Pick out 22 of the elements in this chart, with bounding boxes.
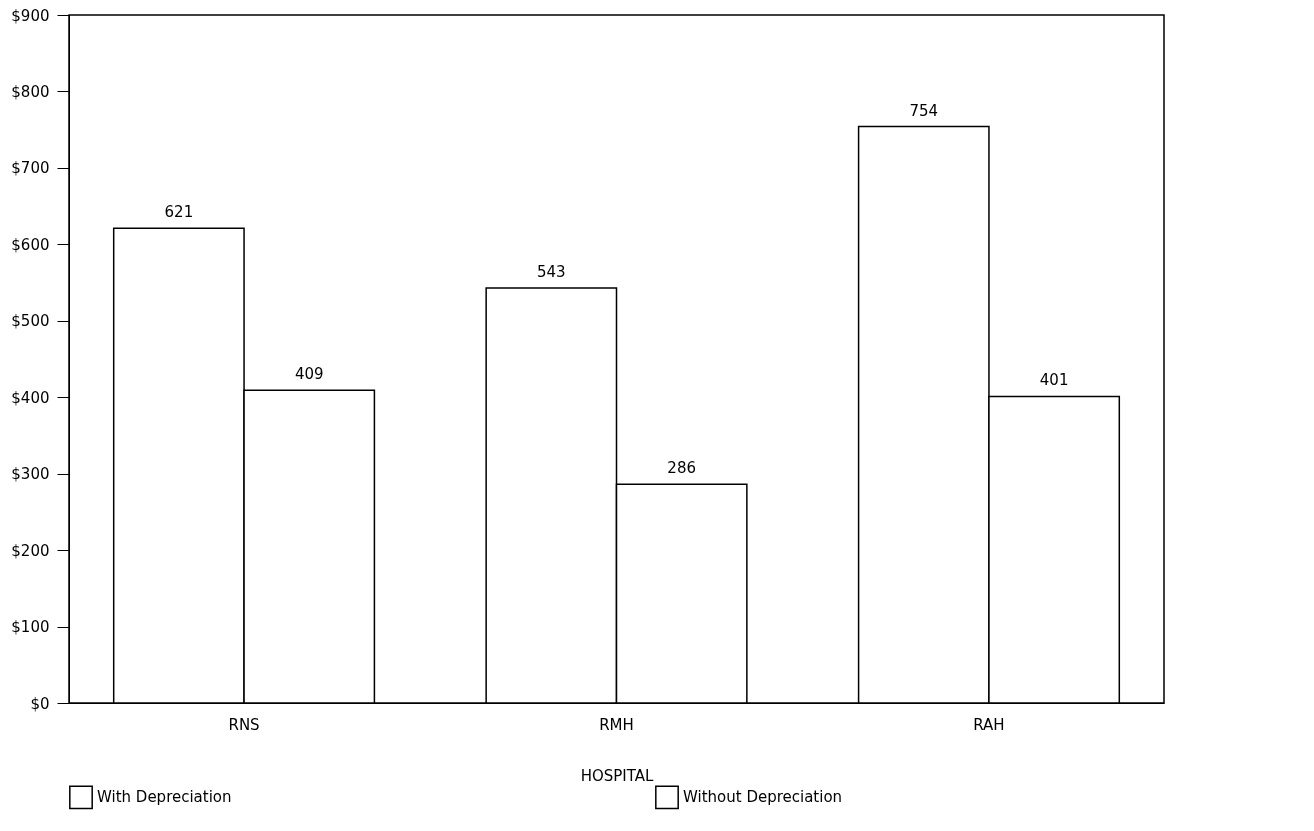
y-tick-label: $900 — [11, 6, 50, 25]
y-tick-label: $200 — [11, 541, 50, 560]
y-tick-label: $700 — [11, 159, 50, 178]
y-tick-label: $500 — [11, 312, 50, 331]
x-axis-title: HOSPITAL — [580, 766, 654, 785]
y-tick-label: $300 — [11, 465, 50, 484]
legend-label: With Depreciation — [97, 788, 232, 807]
data-label: 621 — [164, 203, 194, 222]
y-tick-label: $800 — [11, 82, 50, 101]
x-tick-label: RMH — [599, 715, 634, 734]
data-label: 401 — [1039, 371, 1069, 390]
y-tick-label: $0 — [30, 694, 50, 713]
data-label: 754 — [909, 101, 939, 120]
data-label: 543 — [537, 262, 566, 281]
y-tick-label: $400 — [11, 388, 50, 407]
x-tick-label: RNS — [228, 715, 260, 734]
legend-label: Without Depreciation — [683, 788, 843, 807]
y-tick-label: $100 — [11, 618, 50, 637]
y-tick-label: $600 — [11, 235, 50, 254]
x-tick-label: RAH — [973, 715, 1005, 734]
data-label: 409 — [294, 365, 324, 384]
data-label: 286 — [667, 459, 696, 478]
